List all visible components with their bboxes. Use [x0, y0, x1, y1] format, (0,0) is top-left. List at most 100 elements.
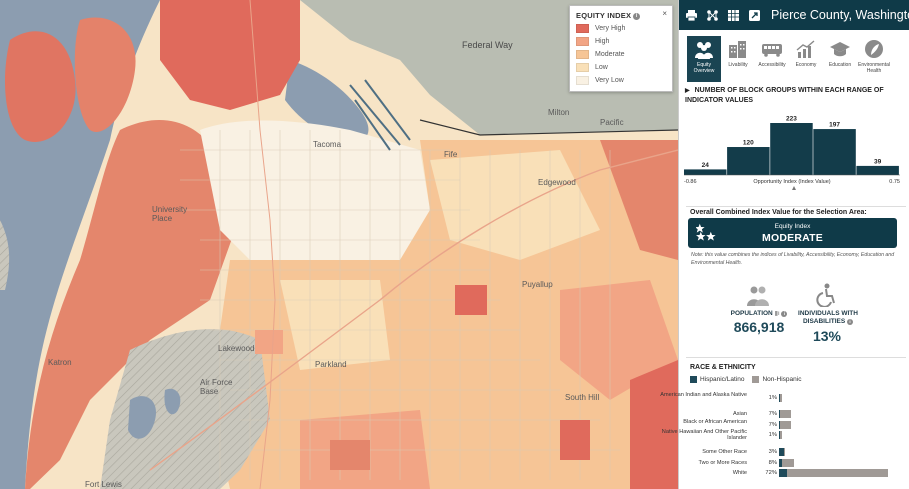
- race-bar-non-hispanic: [780, 421, 791, 429]
- combined-note: Note: this value combines the indices of…: [691, 252, 895, 266]
- population-label-text: POPULATION: [730, 310, 773, 317]
- race-row[interactable]: American Indian and Alaska Native 1%: [660, 392, 906, 404]
- tab-economy[interactable]: Economy: [789, 36, 823, 82]
- leaf-person-icon: [865, 40, 883, 58]
- collapse-triangle-icon[interactable]: ▶: [685, 88, 690, 94]
- equity-map[interactable]: Federal Way University Place Tacoma Fife…: [0, 0, 678, 489]
- legend-item-label: High: [595, 37, 610, 45]
- race-row-percent: 72%: [765, 470, 777, 476]
- race-bar-non-hispanic: [781, 459, 794, 467]
- histogram-bar[interactable]: [727, 147, 770, 175]
- map-label-milton: Milton: [548, 108, 570, 117]
- race-title: RACE & ETHNICITY: [690, 364, 756, 371]
- race-row-percent: 1%: [768, 395, 777, 401]
- race-row-percent: 3%: [768, 449, 777, 455]
- divider: [686, 206, 906, 207]
- population-label: POPULATION ▮ı i: [726, 310, 792, 317]
- equity-legend: EQUITY INDEX i × Very High High Moderate Low…: [569, 5, 673, 92]
- histogram-bar[interactable]: [684, 169, 727, 175]
- tab-livability[interactable]: Livability: [721, 36, 755, 82]
- tab-education[interactable]: Education: [823, 36, 857, 82]
- race-row-percent: 7%: [768, 411, 777, 417]
- chart-growth-icon: [796, 40, 815, 58]
- histogram-xmax: 0.75: [889, 179, 900, 185]
- non-hispanic-swatch: [752, 376, 760, 383]
- legend-item-label: Very Low: [595, 76, 624, 84]
- hispanic-legend-label: Hispanic/Latino: [700, 376, 745, 383]
- race-row[interactable]: White 72%: [686, 469, 906, 479]
- print-icon[interactable]: [685, 9, 698, 22]
- tab-label: Accessibility: [758, 62, 786, 68]
- legend-title: EQUITY INDEX i: [576, 11, 666, 20]
- tab-accessibility[interactable]: Accessibility: [755, 36, 789, 82]
- tab-equity-overview[interactable]: Equity Overview: [687, 36, 721, 82]
- histogram-bar[interactable]: [856, 165, 899, 175]
- equity-index-card: Equity Index MODERATE: [688, 218, 897, 248]
- race-row-label: White: [732, 470, 747, 476]
- tab-environmental-health[interactable]: Environmental Health: [857, 36, 891, 82]
- info-icon[interactable]: i: [847, 319, 854, 325]
- tab-label: Economy: [795, 62, 817, 68]
- bar-chart-icon[interactable]: ▮ı: [774, 311, 780, 317]
- close-icon[interactable]: ×: [662, 9, 667, 18]
- map-label-pacific: Pacific: [600, 118, 624, 127]
- legend-swatch: [576, 62, 589, 72]
- race-bar-hispanic: [779, 448, 784, 456]
- bus-icon: [762, 44, 782, 57]
- legend-item: Moderate: [576, 49, 666, 59]
- map-label-edgewood: Edgewood: [538, 178, 576, 187]
- race-row[interactable]: Native Hawaiian And Other Pacific Island…: [662, 429, 906, 441]
- race-row-percent: 8%: [768, 460, 777, 466]
- race-row-label: Two or More Races: [698, 460, 748, 466]
- divider: [686, 357, 906, 358]
- tab-label: Environmental Health: [858, 62, 890, 74]
- race-row[interactable]: Some Other Race 3%: [686, 448, 906, 458]
- panel-title: Pierce County, Washington: [771, 8, 909, 22]
- race-bar-hispanic: [779, 410, 780, 418]
- buildings-icon: [729, 41, 746, 58]
- histogram-bar-value: 120: [743, 140, 754, 147]
- map-label-lakewood: Lakewood: [218, 344, 255, 353]
- info-icon[interactable]: i: [781, 311, 788, 317]
- map-label-parkland: Parkland: [315, 360, 347, 369]
- map-label-fort-lewis: Fort Lewis: [85, 480, 122, 489]
- map-canvas[interactable]: [0, 0, 678, 489]
- histogram-bar-value: 197: [829, 122, 840, 129]
- race-row[interactable]: Asian 7%: [686, 410, 906, 420]
- histogram-bar[interactable]: [813, 129, 856, 175]
- legend-rows: Very High High Moderate Low Very Low: [576, 23, 666, 85]
- legend-item: Very Low: [576, 75, 666, 85]
- share-network-icon[interactable]: [706, 9, 719, 22]
- race-bar-non-hispanic: [780, 431, 782, 439]
- map-label-air-force-base: Air Force Base: [200, 378, 233, 396]
- hispanic-swatch: [690, 376, 697, 383]
- race-row[interactable]: Black or African American 7%: [683, 419, 906, 431]
- disabilities-label-line2: DISABILITIES i: [794, 318, 862, 326]
- histogram-bar-value: 24: [702, 162, 710, 169]
- legend-item-label: Moderate: [595, 50, 625, 58]
- map-label-university-place: University Place: [152, 205, 188, 223]
- race-bar-hispanic: [779, 459, 782, 467]
- histogram-title[interactable]: ▶ NUMBER OF BLOCK GROUPS WITHIN EACH RANG…: [685, 86, 905, 105]
- histogram-bar-value: 39: [874, 158, 882, 165]
- people-group-icon: [695, 42, 713, 59]
- legend-title-text: EQUITY INDEX: [576, 11, 632, 20]
- race-row[interactable]: Two or More Races 8%: [686, 459, 906, 469]
- histogram-bar[interactable]: [770, 123, 813, 175]
- info-icon[interactable]: i: [633, 12, 641, 20]
- external-link-icon[interactable]: [748, 9, 761, 22]
- table-icon[interactable]: [727, 9, 740, 22]
- population-value: 866,918: [733, 319, 785, 335]
- graduation-cap-icon: [830, 42, 850, 57]
- equity-card-value: MODERATE: [762, 232, 823, 244]
- legend-swatch: [576, 75, 589, 85]
- equity-card-subtitle: Equity Index: [774, 223, 811, 230]
- stars-icon: [696, 223, 716, 241]
- map-label-south-hill: South Hill: [565, 393, 600, 402]
- map-label-katron: Katron: [48, 358, 72, 367]
- indicator-tabs: Equity Overview Livability Accessibility…: [679, 30, 909, 82]
- race-row-label: American Indian and Alaska Native: [660, 392, 747, 398]
- race-row-label: Native Hawaiian And Other Pacific Island…: [661, 429, 747, 441]
- tab-label: Equity Overview: [693, 62, 715, 74]
- tab-label: Education: [828, 62, 852, 68]
